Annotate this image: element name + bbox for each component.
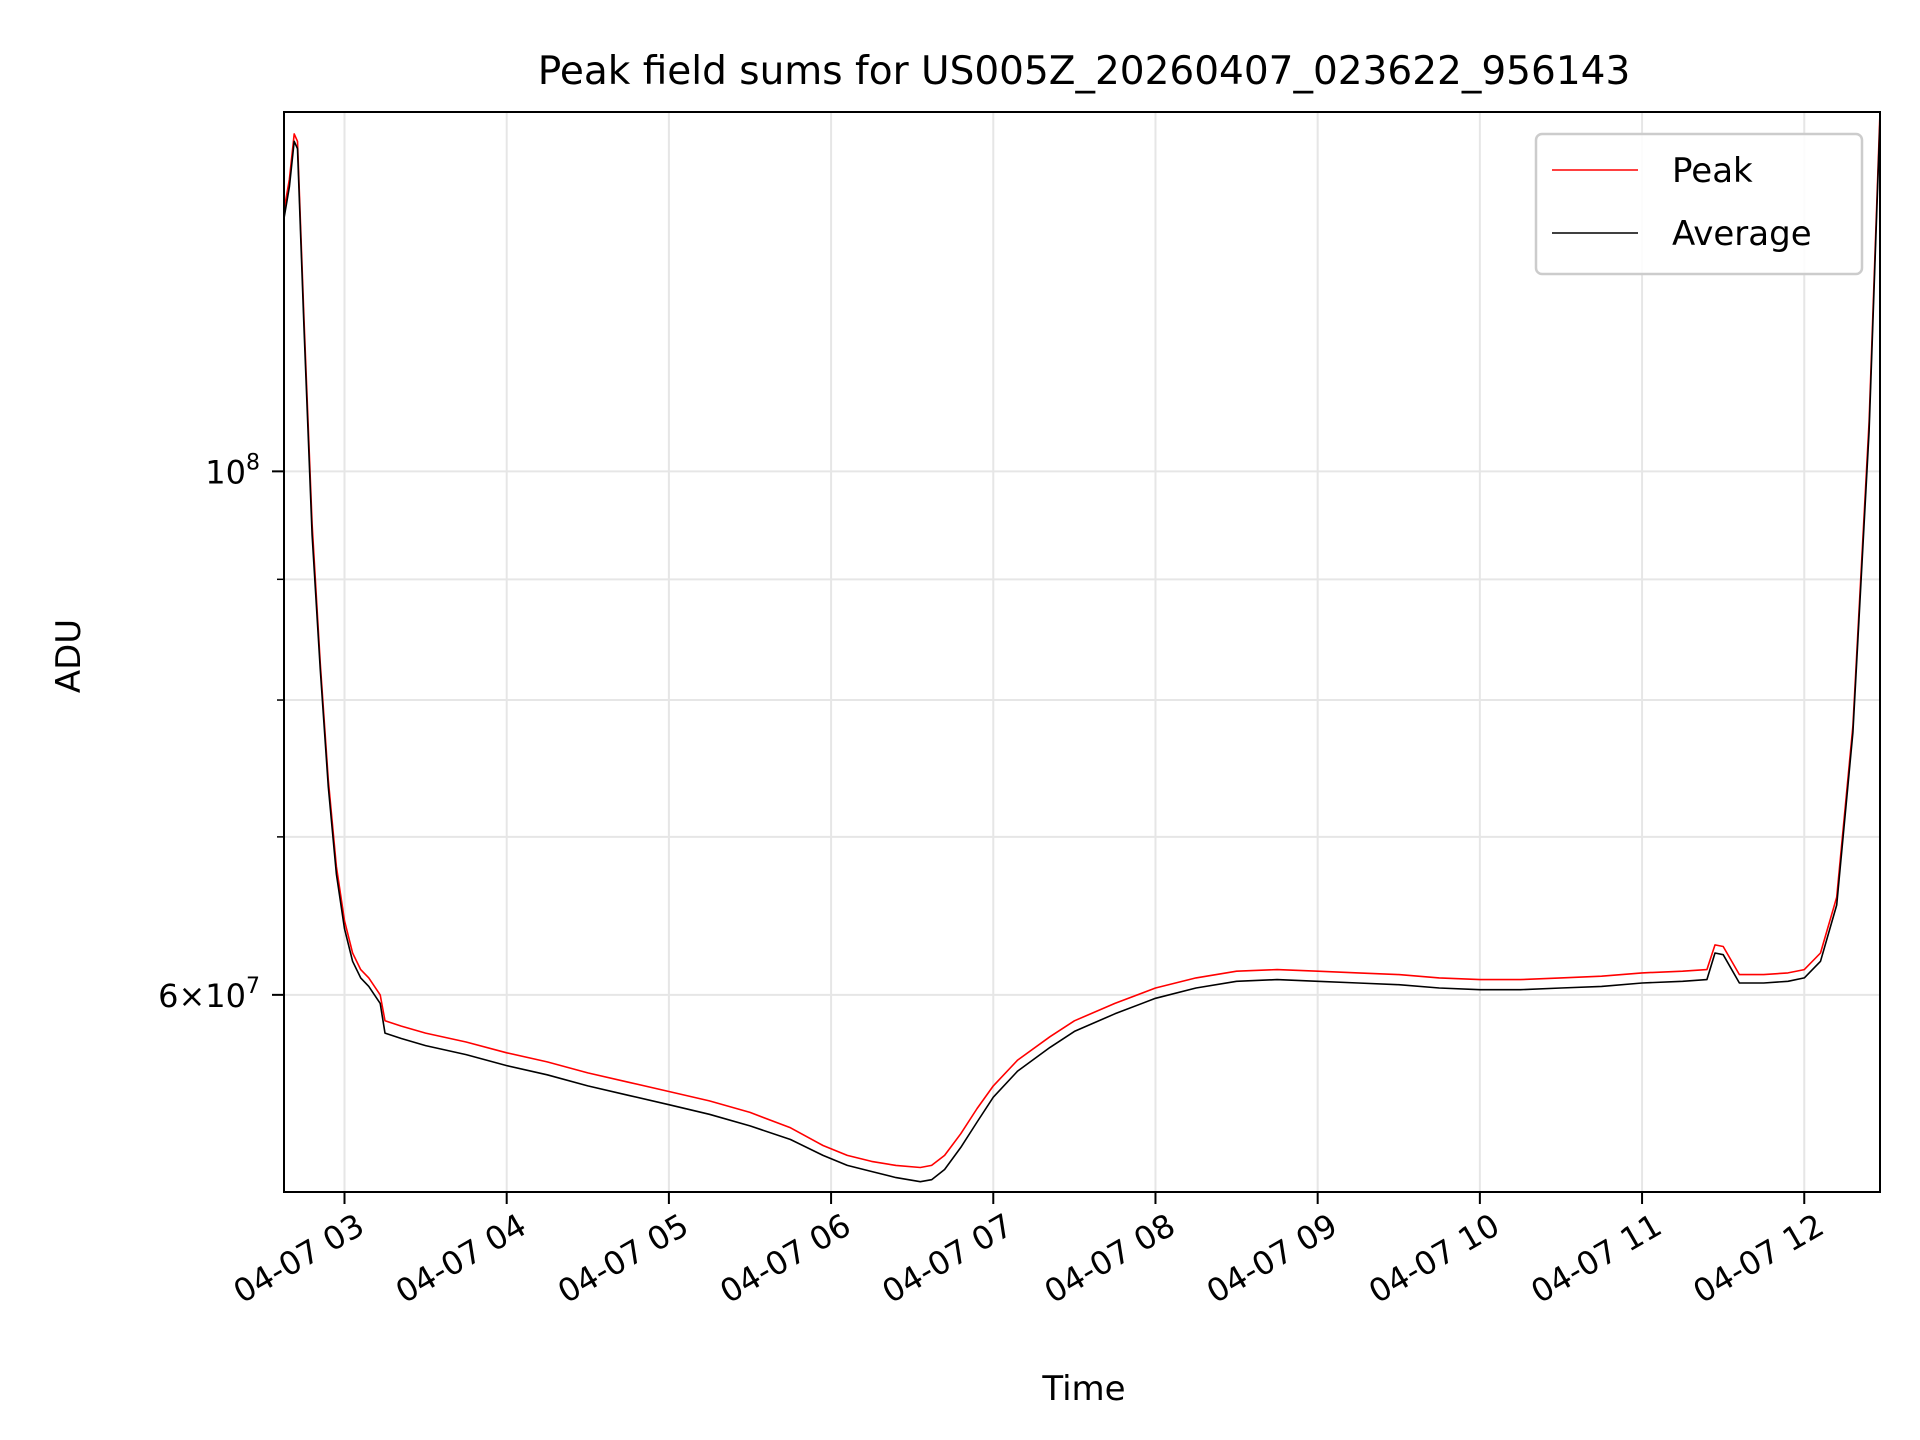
series-line-peak <box>283 111 1881 1169</box>
series-line-average <box>283 119 1881 1183</box>
chart-title: Peak field sums for US005Z_20260407_0236… <box>538 49 1631 94</box>
y-tick-label: 108 <box>205 450 260 491</box>
plot-frame <box>283 111 1881 1193</box>
y-tick-label: 6×107 <box>158 974 260 1015</box>
legend-box <box>1534 132 1864 276</box>
legend: Peak Average <box>1534 132 1864 276</box>
grid-layer <box>284 112 1880 1192</box>
y-axis-label: ADU <box>49 619 89 693</box>
legend-label-peak: Peak <box>1672 151 1753 191</box>
x-axis-label: Time <box>1041 1369 1125 1409</box>
legend-label-average: Average <box>1672 214 1812 254</box>
series-layer <box>283 111 1881 1183</box>
